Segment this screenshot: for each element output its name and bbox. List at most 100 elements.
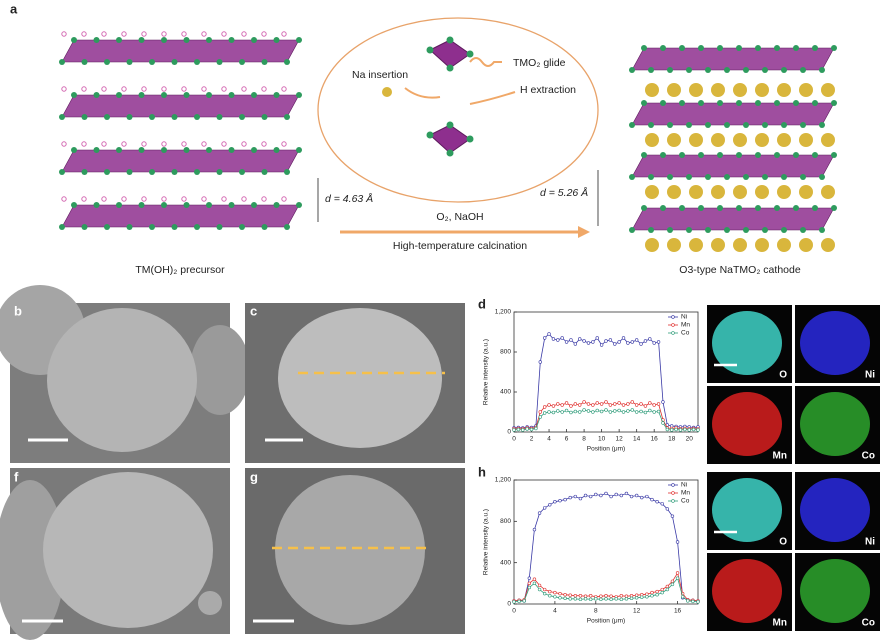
data-point [521, 428, 525, 432]
atom [93, 202, 100, 208]
glide-label: TMO₂ glide [513, 57, 566, 69]
atom [781, 227, 787, 233]
data-point [643, 339, 648, 343]
data-point [569, 404, 573, 408]
atom [171, 114, 178, 120]
data-point [595, 401, 599, 405]
atom [194, 169, 200, 175]
atom [59, 59, 65, 65]
eds-element-label: Ni [865, 537, 875, 548]
particle [190, 325, 250, 415]
data-point [630, 408, 634, 412]
data-point [537, 511, 542, 515]
atom [206, 147, 212, 153]
atom [629, 122, 635, 128]
atom [171, 224, 178, 230]
atom [819, 67, 825, 73]
reagent-label: O₂, NaOH [436, 211, 483, 223]
h-atom [81, 141, 87, 147]
y-tick-label: 0 [507, 429, 511, 436]
data-point [619, 597, 624, 602]
octahedron [429, 124, 471, 154]
legend-label: Mn [681, 322, 690, 329]
atom [660, 100, 666, 106]
data-point [527, 576, 532, 580]
data-point [652, 403, 656, 407]
h-arrow [469, 91, 516, 105]
data-point [650, 497, 654, 502]
octahedral-layer [61, 39, 300, 63]
na-atom [821, 83, 835, 97]
data-point [583, 597, 588, 601]
atom [793, 100, 799, 106]
data-point [529, 427, 534, 432]
y-axis-label: Relative intensity (a.u.) [483, 509, 490, 575]
data-point [639, 342, 643, 346]
data-point [655, 592, 659, 597]
y-tick-label: 400 [500, 389, 511, 396]
data-point [691, 599, 695, 604]
data-point [534, 426, 538, 431]
x-tick-label: 4 [547, 436, 551, 443]
na-atom [733, 238, 747, 252]
data-point [516, 427, 521, 432]
data-point [599, 493, 603, 498]
data-point [569, 338, 573, 342]
atom [426, 46, 434, 54]
data-point [678, 428, 683, 432]
data-point [675, 571, 680, 575]
data-point [639, 402, 643, 406]
atom [228, 147, 235, 153]
atom [81, 224, 88, 230]
atom [251, 202, 257, 208]
atom [717, 100, 723, 106]
data-point [604, 400, 608, 404]
legend-label: Co [681, 498, 690, 505]
na-atom [645, 238, 659, 252]
data-point [626, 409, 630, 413]
precursor-label: TM(OH)₂ precursor [135, 264, 225, 276]
atom [629, 174, 635, 180]
atom [116, 147, 122, 153]
data-point [639, 409, 643, 414]
atom [71, 92, 77, 98]
na-atom [799, 133, 813, 147]
eds-signal [712, 392, 782, 456]
na-atom [645, 185, 659, 199]
data-point [553, 595, 557, 599]
data-point [558, 498, 562, 503]
atom [104, 169, 110, 175]
data-point [656, 402, 661, 406]
data-point [578, 597, 583, 602]
data-point [563, 497, 567, 502]
atom [812, 205, 818, 211]
atom [149, 224, 155, 230]
data-point [578, 337, 582, 341]
sem-g [245, 468, 465, 634]
data-point [648, 401, 652, 405]
h-atom [61, 196, 67, 202]
data-point [604, 408, 608, 412]
data-point [624, 491, 629, 496]
na-atom [777, 83, 791, 97]
atom [216, 169, 223, 175]
data-point [634, 493, 639, 498]
h-atom [201, 196, 207, 202]
data-point [660, 587, 664, 592]
data-point [608, 403, 613, 407]
eds-signal [712, 311, 782, 375]
data-point [542, 506, 547, 510]
atom [284, 169, 290, 175]
data-point [609, 494, 613, 499]
data-point [588, 494, 593, 499]
atom [755, 45, 761, 51]
x-tick-label: 8 [594, 608, 598, 615]
sem-b [0, 285, 250, 463]
data-point [564, 408, 569, 413]
octahedron [429, 39, 471, 69]
data-point [588, 597, 593, 602]
atom [648, 122, 654, 128]
na-atom [733, 185, 747, 199]
data-point [599, 409, 604, 414]
atom [705, 67, 711, 73]
